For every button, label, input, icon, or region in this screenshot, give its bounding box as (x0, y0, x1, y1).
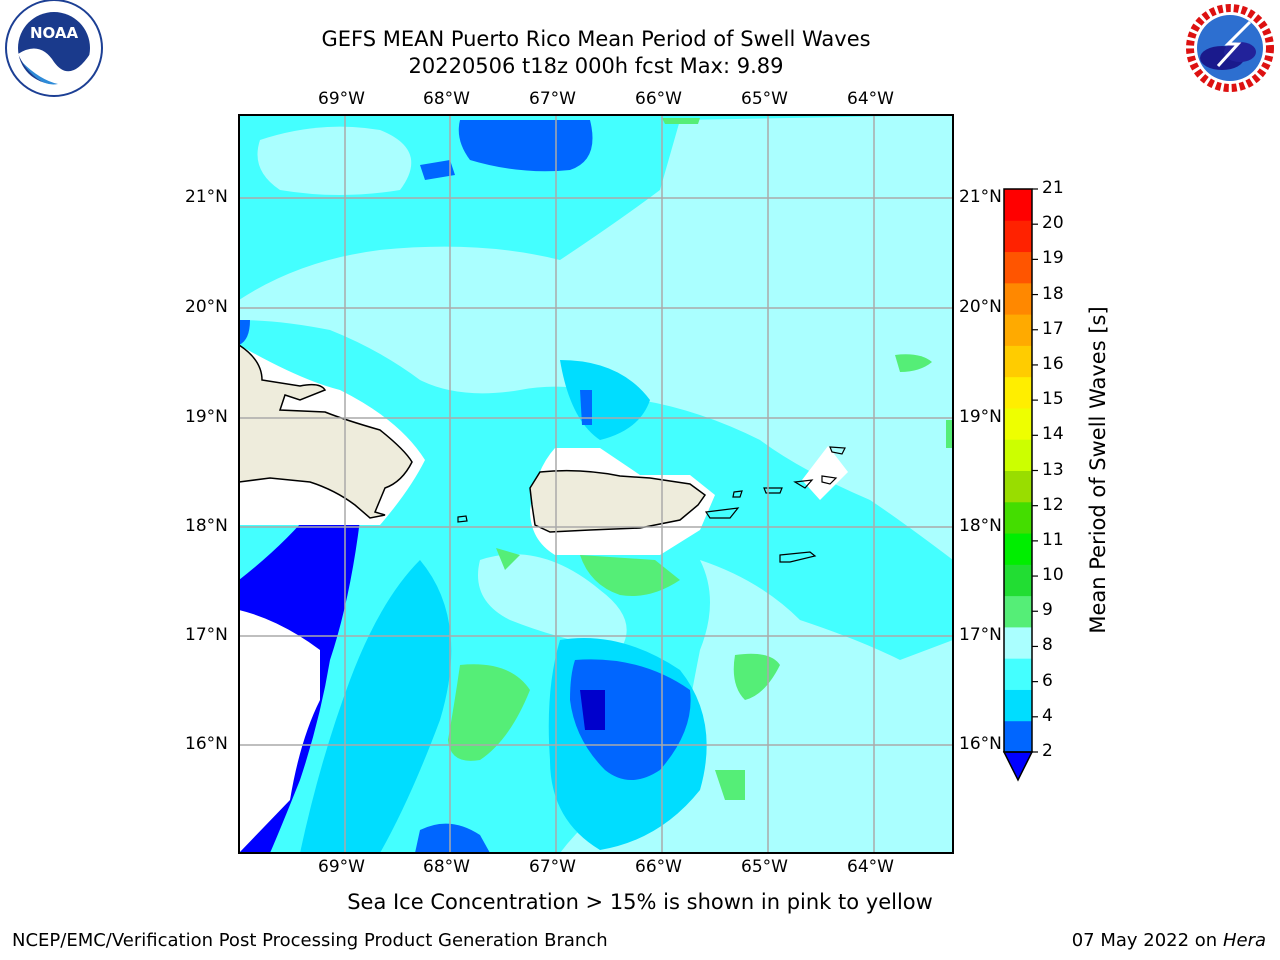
colorbar-tick-label: 12 (1042, 494, 1064, 515)
map-area (239, 115, 953, 853)
colorbar-segment (1004, 251, 1032, 284)
lat-label-left: 17°N (185, 625, 228, 645)
colorbar-tick-label: 4 (1042, 705, 1053, 726)
colorbar-tick-label: 20 (1042, 213, 1064, 234)
producer-credit: NCEP/EMC/Verification Post Processing Pr… (12, 930, 608, 951)
lon-label-top: 68°W (423, 89, 470, 109)
colorbar-tick-label: 14 (1042, 424, 1064, 445)
lat-label-left: 20°N (185, 297, 228, 317)
lat-label-right: 21°N (959, 187, 1002, 207)
lon-label-bottom: 69°W (318, 857, 365, 877)
lon-label-bottom: 66°W (635, 857, 682, 877)
lat-label-left: 19°N (185, 407, 228, 427)
colorbar-tick-label: 8 (1042, 635, 1053, 656)
colorbar-segment (1004, 345, 1032, 378)
colorbar-segment (1004, 314, 1032, 346)
colorbar-tick-label: 18 (1042, 283, 1064, 304)
colorbar-segment (1004, 564, 1032, 597)
plot-title: GEFS MEAN Puerto Rico Mean Period of Swe… (321, 27, 871, 51)
colorbar-tick-label: 9 (1042, 600, 1053, 621)
colorbar (1002, 188, 1038, 782)
lat-label-right: 16°N (959, 734, 1002, 754)
lat-label-right: 20°N (959, 297, 1002, 317)
colorbar-segment (1004, 720, 1032, 753)
svg-text:NOAA: NOAA (30, 24, 79, 42)
lat-label-left: 18°N (185, 516, 228, 536)
noaa-logo: NOAA (5, 0, 103, 97)
colorbar-segment (1004, 658, 1032, 690)
colorbar-tick-label: 10 (1042, 565, 1064, 586)
colorbar-tick-label: 15 (1042, 389, 1064, 410)
colorbar-segment (1004, 626, 1032, 659)
run-date: 07 May 2022 on Hera (1072, 930, 1266, 951)
run-date-text: 07 May 2022 on (1071, 930, 1218, 951)
colorbar-segment (1004, 689, 1032, 722)
nws-logo (1184, 2, 1276, 94)
colorbar-tick-label: 13 (1042, 459, 1064, 480)
sea-ice-note: Sea Ice Concentration > 15% is shown in … (347, 890, 933, 914)
lat-label-left: 21°N (185, 187, 228, 207)
colorbar-tick-label: 19 (1042, 248, 1064, 269)
graticule (239, 115, 953, 853)
colorbar-segment (1004, 376, 1032, 409)
lon-label-top: 64°W (847, 89, 894, 109)
colorbar-tick-label: 17 (1042, 318, 1064, 339)
colorbar-tick-label: 21 (1042, 178, 1064, 198)
colorbar-segment (1004, 220, 1032, 253)
lon-label-bottom: 64°W (847, 857, 894, 877)
colorbar-segment (1004, 439, 1032, 471)
lon-label-top: 69°W (318, 89, 365, 109)
colorbar-tick-label: 16 (1042, 353, 1064, 374)
colorbar-segment (1004, 470, 1032, 503)
lat-label-right: 17°N (959, 625, 1002, 645)
lat-label-left: 16°N (185, 734, 228, 754)
lon-label-bottom: 65°W (741, 857, 788, 877)
lon-label-bottom: 68°W (423, 857, 470, 877)
lon-label-bottom: 67°W (529, 857, 576, 877)
colorbar-segment (1004, 189, 1032, 221)
colorbar-tick-label: 2 (1042, 741, 1053, 761)
plot-subtitle: 20220506 t18z 000h fcst Max: 9.89 (408, 54, 784, 78)
lon-label-top: 66°W (635, 89, 682, 109)
lat-label-right: 18°N (959, 516, 1002, 536)
colorbar-segment (1004, 407, 1032, 440)
colorbar-segment (1004, 282, 1032, 315)
lon-label-top: 65°W (741, 89, 788, 109)
colorbar-tick-label: 6 (1042, 670, 1053, 691)
run-host: Hera (1222, 930, 1266, 951)
lat-label-right: 19°N (959, 407, 1002, 427)
map-frame (238, 114, 954, 854)
colorbar-extend-triangle (1002, 751, 1034, 782)
lon-label-top: 67°W (529, 89, 576, 109)
colorbar-segment (1004, 501, 1032, 534)
colorbar-segment (1004, 595, 1032, 628)
colorbar-tick-label: 11 (1042, 529, 1064, 550)
colorbar-label: Mean Period of Swell Waves [s] (1086, 306, 1110, 634)
colorbar-segment (1004, 533, 1032, 565)
